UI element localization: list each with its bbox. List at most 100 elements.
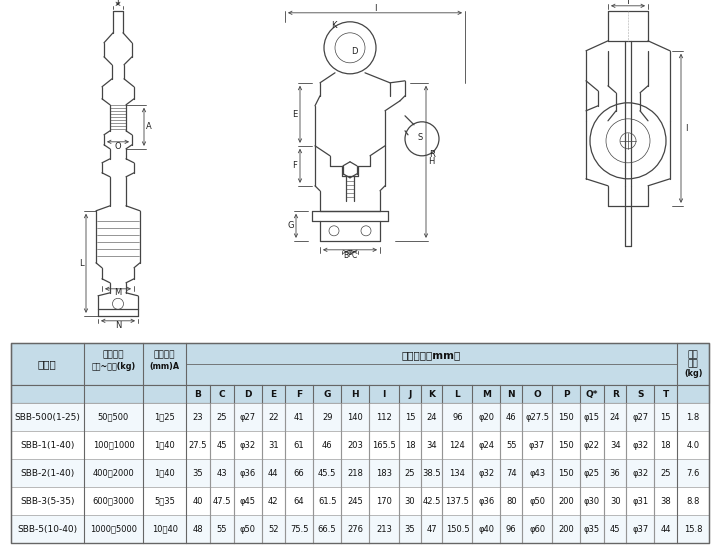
Text: 29: 29 <box>322 413 333 422</box>
Text: 型　式: 型 式 <box>38 359 57 369</box>
Text: φ27: φ27 <box>240 413 256 422</box>
Text: φ35: φ35 <box>584 525 600 534</box>
Text: M: M <box>114 288 122 298</box>
Text: D: D <box>351 47 357 56</box>
Text: 質量: 質量 <box>688 360 698 369</box>
Text: A: A <box>146 122 152 131</box>
Text: 140: 140 <box>347 413 363 422</box>
Text: 34: 34 <box>610 441 621 450</box>
Text: 400～2000: 400～2000 <box>93 469 135 478</box>
Text: 66: 66 <box>294 469 305 478</box>
Text: φ32: φ32 <box>240 441 256 450</box>
Text: 1～40: 1～40 <box>154 469 175 478</box>
Text: G: G <box>323 390 331 398</box>
Text: 38: 38 <box>660 496 671 506</box>
Text: 600～3000: 600～3000 <box>92 496 135 506</box>
Text: 25: 25 <box>660 469 671 478</box>
Text: 42.5: 42.5 <box>423 496 441 506</box>
Text: 25: 25 <box>405 469 415 478</box>
Text: (mm)A: (mm)A <box>150 361 180 371</box>
Bar <box>11 385 709 403</box>
Bar <box>11 343 709 385</box>
Text: 55: 55 <box>506 441 516 450</box>
Text: 24: 24 <box>610 413 621 422</box>
Text: (kg): (kg) <box>684 369 703 378</box>
Bar <box>11 487 709 515</box>
Text: S: S <box>637 390 644 398</box>
Text: 276: 276 <box>347 525 363 534</box>
Text: S: S <box>418 133 423 142</box>
Text: 30: 30 <box>405 496 415 506</box>
Text: K: K <box>428 390 435 398</box>
Text: 8.8: 8.8 <box>686 496 700 506</box>
Text: 4.0: 4.0 <box>687 441 700 450</box>
Text: 50～500: 50～500 <box>98 413 129 422</box>
Text: L: L <box>78 259 84 268</box>
Text: E: E <box>292 110 297 119</box>
Text: 47.5: 47.5 <box>212 496 231 506</box>
Bar <box>11 403 709 431</box>
Text: 44: 44 <box>660 525 671 534</box>
Text: C: C <box>218 390 225 398</box>
Text: φ36: φ36 <box>478 496 495 506</box>
Text: SBB-500(1-25): SBB-500(1-25) <box>14 413 80 422</box>
Text: φ25: φ25 <box>584 469 600 478</box>
Bar <box>11 431 709 459</box>
Text: 170: 170 <box>377 496 392 506</box>
Text: 200: 200 <box>558 496 574 506</box>
Text: 47: 47 <box>426 525 437 534</box>
Text: 24: 24 <box>426 413 437 422</box>
Text: 80: 80 <box>506 496 516 506</box>
Text: 31: 31 <box>268 441 279 450</box>
Text: φ60: φ60 <box>529 525 545 534</box>
Text: 25: 25 <box>217 413 227 422</box>
Text: 218: 218 <box>347 469 363 478</box>
Text: 36: 36 <box>610 469 621 478</box>
Text: 46: 46 <box>506 413 516 422</box>
Text: 200: 200 <box>558 525 574 534</box>
Text: L: L <box>454 390 460 398</box>
Text: SBB-2(1-40): SBB-2(1-40) <box>20 469 74 478</box>
Text: φ45: φ45 <box>240 496 256 506</box>
Text: φ37: φ37 <box>632 525 649 534</box>
Text: 1～40: 1～40 <box>154 441 175 450</box>
Text: J: J <box>117 0 120 6</box>
Text: N: N <box>508 390 515 398</box>
Text: 55: 55 <box>217 525 227 534</box>
Text: 23: 23 <box>193 413 203 422</box>
Text: 124: 124 <box>449 441 465 450</box>
Text: 18: 18 <box>405 441 415 450</box>
Text: 30: 30 <box>610 496 621 506</box>
Text: 150: 150 <box>558 413 574 422</box>
Text: 15: 15 <box>405 413 415 422</box>
Text: 150: 150 <box>558 441 574 450</box>
Text: D: D <box>244 390 251 398</box>
Text: 213: 213 <box>377 525 392 534</box>
Text: φ40: φ40 <box>479 525 495 534</box>
Text: 製品: 製品 <box>688 350 698 359</box>
Text: 使用荷重: 使用荷重 <box>103 350 125 359</box>
Text: φ30: φ30 <box>584 496 600 506</box>
Text: φ50: φ50 <box>240 525 256 534</box>
Text: 61: 61 <box>294 441 305 450</box>
Text: 134: 134 <box>449 469 465 478</box>
Text: 66.5: 66.5 <box>318 525 336 534</box>
Text: 45: 45 <box>610 525 621 534</box>
Text: SBB-5(10-40): SBB-5(10-40) <box>17 525 77 534</box>
Text: G: G <box>288 222 294 230</box>
Text: 43: 43 <box>216 469 227 478</box>
Text: 35: 35 <box>405 525 415 534</box>
Text: T: T <box>662 390 669 398</box>
Text: P: P <box>563 390 570 398</box>
Text: 64: 64 <box>294 496 305 506</box>
Text: 最小~最大(kg): 最小~最大(kg) <box>91 361 135 371</box>
Text: 46: 46 <box>322 441 333 450</box>
Text: B: B <box>343 251 348 260</box>
Text: R: R <box>612 390 618 398</box>
Text: φ31: φ31 <box>632 496 649 506</box>
Text: 112: 112 <box>377 413 392 422</box>
Text: N: N <box>114 321 121 330</box>
Text: φ50: φ50 <box>529 496 545 506</box>
Text: 52: 52 <box>268 525 279 534</box>
Text: 35: 35 <box>193 469 203 478</box>
